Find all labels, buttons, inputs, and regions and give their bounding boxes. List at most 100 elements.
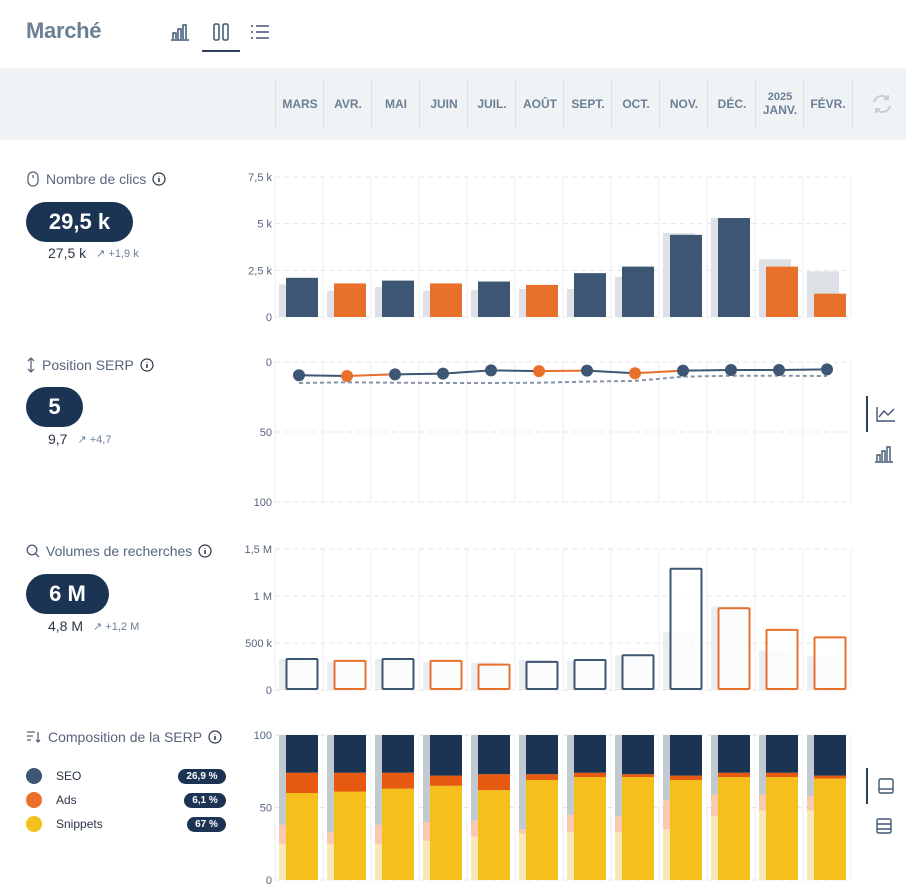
info-icon[interactable] bbox=[152, 172, 166, 186]
month-label: OCT. bbox=[622, 97, 650, 111]
position-point bbox=[485, 364, 497, 377]
clicks-chart: 0 2,5 k 5 k 7,5 k bbox=[248, 172, 852, 324]
composition-segment-seo bbox=[766, 735, 798, 773]
month-header-6: SEPT. bbox=[563, 80, 612, 128]
y-tick-label: 100 bbox=[254, 730, 272, 742]
position-line bbox=[298, 374, 348, 377]
volume-label: Volumes de recherches bbox=[26, 543, 212, 559]
month-header-2: MAI bbox=[371, 80, 420, 128]
info-icon[interactable] bbox=[140, 358, 154, 372]
y-tick-label: 500 k bbox=[245, 638, 272, 650]
volume-bar bbox=[717, 607, 751, 690]
clicks-bar bbox=[334, 283, 366, 317]
composition-segment-ads bbox=[670, 775, 702, 780]
position-line bbox=[490, 369, 540, 373]
clicks-delta: ↗ +1,9 k bbox=[96, 247, 139, 260]
volume-bar bbox=[765, 628, 799, 690]
bar-chart-icon bbox=[875, 446, 893, 463]
month-label: DÉC. bbox=[717, 97, 747, 111]
position-point bbox=[581, 364, 593, 377]
volume-delta-value: +1,2 M bbox=[105, 620, 140, 633]
month-label: AOÛT bbox=[523, 97, 557, 111]
month-label: JUIL. bbox=[477, 97, 507, 111]
position-previous: 9,7 ↗ +4,7 bbox=[48, 431, 111, 447]
volume-bar bbox=[621, 654, 655, 690]
legend-badge-snippets: 67 % bbox=[187, 817, 226, 832]
clicks-bar bbox=[526, 284, 558, 317]
legend-snippets: Snippets bbox=[26, 816, 103, 832]
volume-bar bbox=[285, 658, 319, 690]
month-label: SEPT. bbox=[571, 97, 605, 111]
composition-segment-snippets bbox=[670, 779, 702, 880]
position-label: Position SERP bbox=[26, 357, 154, 373]
clicks-bar bbox=[814, 293, 846, 317]
clicks-delta-value: +1,9 k bbox=[108, 247, 139, 260]
volume-bar bbox=[477, 663, 511, 690]
position-delta: ↗ +4,7 bbox=[77, 433, 111, 446]
months-header: MARS AVR. MAI JUIN JUIL. AOÛT SEPT. OCT. NOV. DÉC… bbox=[0, 68, 906, 140]
volume-bar bbox=[381, 658, 415, 690]
y-tick-label: 0 bbox=[266, 312, 272, 324]
list-view-button[interactable] bbox=[242, 14, 278, 50]
table-view-toggle[interactable] bbox=[866, 808, 902, 844]
arrow-up-right-icon: ↗ bbox=[77, 433, 87, 446]
line-chart-toggle[interactable] bbox=[866, 396, 904, 432]
stacked-view-toggle[interactable] bbox=[866, 768, 904, 804]
volume-label-text: Volumes de recherches bbox=[46, 543, 193, 559]
legend-name-snippets: Snippets bbox=[56, 817, 103, 831]
info-icon[interactable] bbox=[198, 544, 212, 558]
clicks-bar bbox=[670, 234, 702, 317]
info-icon[interactable] bbox=[208, 730, 222, 744]
clicks-bar bbox=[286, 277, 318, 317]
legend-name-ads: Ads bbox=[56, 793, 77, 807]
composition-segment-seo bbox=[670, 735, 702, 776]
position-point bbox=[533, 365, 545, 378]
composition-segment-seo bbox=[382, 735, 414, 773]
list-icon bbox=[251, 25, 269, 39]
volume-bar bbox=[573, 658, 607, 691]
position-chart: 0 50 100 bbox=[254, 357, 852, 509]
month-label: JUIN bbox=[430, 97, 458, 111]
mouse-icon bbox=[27, 171, 39, 187]
composition-segment-seo bbox=[286, 735, 318, 773]
composition-segment-seo bbox=[334, 735, 366, 773]
position-line bbox=[346, 373, 396, 377]
position-point bbox=[437, 367, 449, 380]
bar-chart-view-button[interactable] bbox=[162, 14, 198, 50]
position-previous-value: 9,7 bbox=[48, 431, 68, 447]
position-point bbox=[725, 363, 737, 376]
bar-chart-toggle[interactable] bbox=[866, 436, 902, 472]
position-line bbox=[778, 368, 828, 371]
composition-segment-seo bbox=[718, 735, 750, 773]
y-tick-label: 1,5 M bbox=[244, 544, 272, 556]
legend-name-seo: SEO bbox=[56, 769, 82, 783]
clicks-bar bbox=[766, 266, 798, 317]
month-label: MAI bbox=[385, 97, 407, 111]
composition-segment-seo bbox=[814, 735, 846, 776]
vertical-arrows-icon bbox=[27, 357, 35, 373]
composition-segment-snippets bbox=[334, 791, 366, 880]
position-point bbox=[677, 364, 689, 377]
position-point bbox=[293, 369, 305, 382]
composition-label: Composition de la SERP bbox=[26, 729, 222, 745]
refresh-button[interactable] bbox=[870, 92, 896, 118]
position-delta-value: +4,7 bbox=[89, 433, 112, 446]
position-point bbox=[341, 370, 353, 382]
position-line bbox=[586, 369, 636, 375]
sort-icon bbox=[27, 731, 41, 743]
month-header-10: 2025 JANV. bbox=[755, 80, 804, 128]
composition-segment-ads bbox=[430, 775, 462, 786]
month-header-0: MARS bbox=[275, 80, 324, 128]
columns-view-button[interactable] bbox=[202, 14, 240, 52]
y-tick-label: 50 bbox=[260, 427, 272, 439]
legend-dot-snippets bbox=[26, 816, 42, 832]
composition-segment-snippets bbox=[526, 779, 558, 880]
composition-segment-seo bbox=[622, 735, 654, 775]
volume-bar bbox=[813, 636, 847, 690]
composition-segment-seo bbox=[478, 735, 510, 775]
composition-segment-snippets bbox=[622, 777, 654, 880]
columns-icon bbox=[213, 23, 229, 41]
composition-segment-ads bbox=[286, 772, 318, 793]
clicks-bar bbox=[430, 283, 462, 317]
y-tick-label: 0 bbox=[266, 875, 272, 886]
